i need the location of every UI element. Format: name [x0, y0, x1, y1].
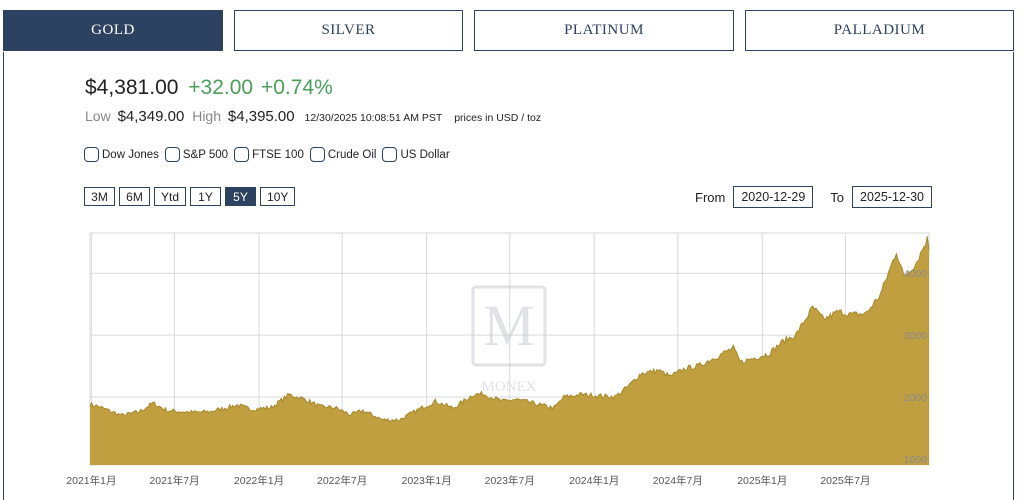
checkbox[interactable]: [164, 147, 180, 162]
range-1y-button[interactable]: 1Y: [190, 187, 222, 206]
quote-timestamp: 12/30/2025 10:08:51 AM PST: [304, 112, 443, 124]
metal-tabs: GOLD SILVER PLATINUM PALLADIUM: [3, 10, 1014, 52]
range-6m-button[interactable]: 6M: [119, 187, 150, 206]
current-price: $4,381.00: [85, 76, 179, 99]
compare-label: FTSE 100: [252, 148, 304, 161]
x-tick-label: 2022年1月: [234, 474, 284, 487]
day-range: Low $4,349.00 High $4,395.00 12/30/2025 …: [85, 108, 541, 125]
x-tick-label: 2024年1月: [569, 474, 619, 487]
chart-panel: [3, 52, 1014, 500]
tab-gold[interactable]: GOLD: [3, 10, 223, 51]
low-value: $4,349.00: [117, 108, 185, 125]
unit-note: prices in USD / toz: [454, 112, 542, 124]
to-date-input[interactable]: 2025-12-30: [852, 186, 932, 208]
compare-label: Crude Oil: [327, 148, 377, 161]
y-tick-label: 2000: [904, 392, 928, 404]
checkbox[interactable]: [234, 147, 250, 162]
compare-label: US Dollar: [400, 148, 450, 161]
from-date-input[interactable]: 2020-12-29: [733, 186, 814, 208]
tab-platinum[interactable]: PLATINUM: [474, 10, 734, 51]
y-axis-ticks: 1000 2000 3000 4000: [904, 268, 928, 466]
compare-label: S&P 500: [182, 148, 229, 161]
price-change-percent: +0.74%: [260, 76, 333, 99]
x-tick-label: 2021年7月: [149, 474, 199, 487]
x-tick-label: 2024年7月: [653, 474, 703, 487]
checkbox[interactable]: [309, 147, 325, 162]
tab-silver[interactable]: SILVER: [234, 10, 463, 51]
gold-price-line: [89, 236, 930, 423]
x-tick-label: 2021年1月: [66, 474, 116, 487]
range-5y-button[interactable]: 5Y: [225, 187, 257, 206]
compare-label: Dow Jones: [102, 148, 159, 161]
x-tick-label: 2023年7月: [485, 474, 535, 487]
y-tick-label: 3000: [904, 330, 928, 342]
compare-crude-oil[interactable]: Crude Oil: [309, 147, 377, 162]
price-line: $4,381.00 +32.00 +0.74%: [85, 76, 333, 100]
range-3m-button[interactable]: 3M: [84, 187, 115, 206]
checkbox[interactable]: [84, 147, 99, 162]
x-axis-ticks: 2021年1月 2021年7月 2022年1月 2022年7月 2023年1月 2023年…: [66, 474, 870, 487]
high-value: $4,395.00: [227, 108, 295, 125]
watermark-text: MONEX: [482, 379, 537, 395]
watermark-frame: [471, 285, 547, 367]
date-range: From 2020-12-29 To 2025-12-30: [695, 186, 932, 208]
checkbox[interactable]: [382, 147, 398, 162]
range-buttons: 3M 6M Ytd 1Y 5Y 10Y: [84, 187, 299, 206]
range-10y-button[interactable]: 10Y: [260, 187, 296, 206]
chart-series: [89, 236, 930, 465]
compare-dow-jones[interactable]: Dow Jones: [84, 147, 159, 162]
compare-us-dollar[interactable]: US Dollar: [382, 147, 450, 162]
compare-options: Dow Jones S&P 500 FTSE 100 Crude Oil US …: [84, 147, 456, 162]
price-change: +32.00: [188, 76, 254, 99]
low-label: Low: [85, 108, 111, 124]
gold-price-area: [90, 236, 929, 465]
compare-sp500[interactable]: S&P 500: [164, 147, 229, 162]
x-tick-label: 2025年7月: [820, 474, 870, 487]
high-label: High: [192, 108, 221, 124]
x-tick-label: 2022年7月: [317, 474, 367, 487]
x-tick-label: 2023年1月: [402, 474, 452, 487]
to-label: To: [830, 189, 845, 205]
monex-watermark: M MONEX: [471, 285, 547, 395]
range-ytd-button[interactable]: Ytd: [154, 187, 187, 206]
compare-ftse100[interactable]: FTSE 100: [234, 147, 304, 162]
x-tick-label: 2025年1月: [737, 474, 787, 487]
watermark-m-glyph: M: [483, 293, 535, 358]
tab-palladium[interactable]: PALLADIUM: [745, 10, 1014, 51]
from-label: From: [695, 189, 726, 205]
y-tick-label: 4000: [904, 268, 928, 280]
y-tick-label: 1000: [904, 454, 928, 466]
